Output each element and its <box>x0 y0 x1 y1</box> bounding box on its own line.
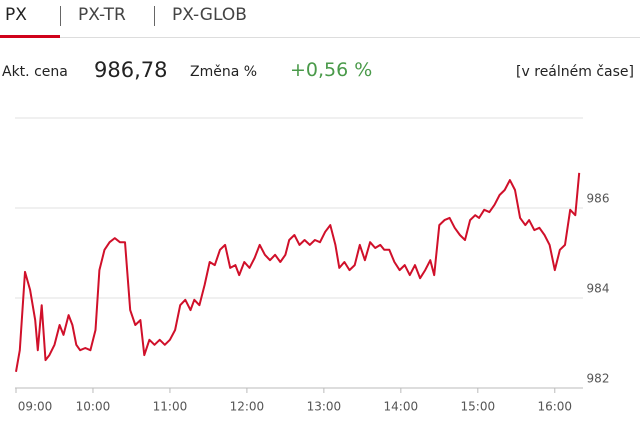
x-tick-label: 12:00 <box>230 400 265 414</box>
y-tick-label: 984 <box>587 282 610 296</box>
tab[interactable]: PX-GLOB <box>172 5 247 25</box>
y-tick-label: 982 <box>587 372 610 386</box>
x-tick-label: 11:00 <box>153 400 188 414</box>
x-tick-label: 10:00 <box>76 400 111 414</box>
y-tick-label: 986 <box>587 192 610 206</box>
tab-separator <box>60 6 61 26</box>
x-tick-label: 13:00 <box>307 400 342 414</box>
realtime-note: [v reálném čase] <box>516 64 634 80</box>
tab[interactable]: PX <box>5 5 27 25</box>
change: +0,56 % <box>290 59 373 81</box>
tab-separator <box>154 6 155 26</box>
x-tick-label: 09:00 <box>18 400 53 414</box>
active-tab-underline <box>0 35 60 38</box>
change-label: Změna % <box>190 64 258 80</box>
x-tick-label: 14:00 <box>384 400 419 414</box>
price-line <box>15 172 581 372</box>
price: 986,78 <box>94 58 168 82</box>
x-tick-label: 15:00 <box>461 400 496 414</box>
tab-divider <box>0 37 640 38</box>
tab[interactable]: PX-TR <box>78 5 126 25</box>
price-label: Akt. cena <box>2 64 68 80</box>
x-tick-label: 16:00 <box>537 400 572 414</box>
